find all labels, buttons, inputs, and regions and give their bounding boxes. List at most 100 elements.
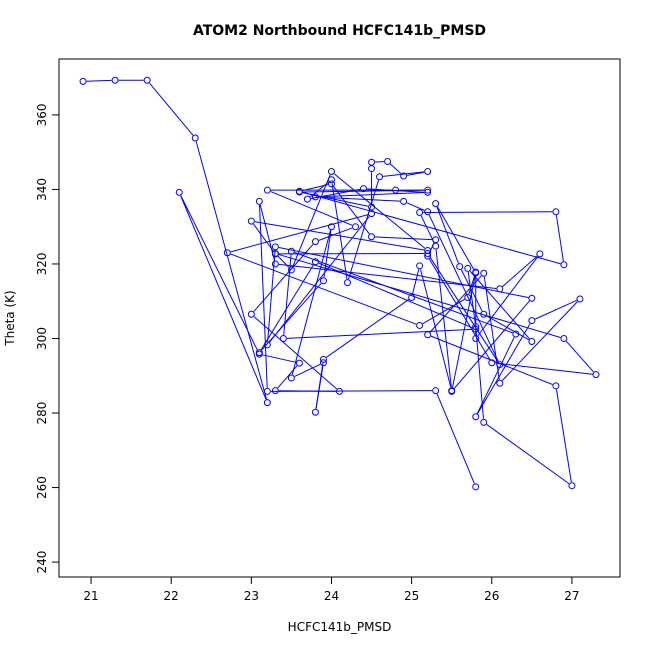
data-point: [263, 387, 271, 395]
data-point: [223, 249, 231, 257]
data-point: [336, 387, 343, 395]
data-point: [319, 277, 327, 285]
y-tick-label: 340: [35, 178, 49, 201]
data-point: [480, 269, 488, 277]
data-point: [271, 260, 279, 268]
series-segment: [476, 337, 515, 414]
data-point: [528, 317, 536, 325]
series-segment: [315, 366, 324, 409]
y-axis-label: Theta (K): [3, 290, 17, 346]
series-segment: [502, 255, 538, 287]
series-segment: [430, 335, 553, 385]
data-point: [528, 337, 536, 345]
data-point: [287, 266, 295, 274]
x-tick-label: 23: [244, 589, 259, 603]
series-segment: [475, 330, 484, 419]
series-segment: [278, 263, 497, 290]
series-segment: [149, 82, 194, 136]
data-point: [263, 399, 271, 407]
data-point: [175, 188, 183, 196]
series-segment: [318, 262, 473, 329]
series-segment: [555, 215, 564, 262]
series-segment: [468, 275, 476, 295]
data-point: [472, 323, 480, 331]
series-segment: [180, 195, 259, 352]
data-point: [592, 371, 600, 379]
series-segment: [495, 362, 593, 375]
data-point: [568, 482, 576, 490]
series-segment: [469, 270, 530, 340]
data-point: [247, 310, 255, 318]
series-segment: [423, 211, 553, 214]
data-point: [368, 233, 376, 241]
data-point: [287, 374, 295, 382]
data-point: [432, 387, 440, 395]
data-point: [368, 210, 376, 218]
data-point: [384, 157, 392, 165]
data-point: [472, 325, 480, 333]
data-point: [552, 208, 560, 216]
series-segment: [259, 204, 268, 388]
series-segment: [319, 192, 425, 198]
series-segment: [534, 300, 577, 320]
series-segment: [428, 214, 499, 362]
y-tick-label: 280: [35, 402, 49, 425]
x-axis: 21 22 23 24 25 26 27: [83, 577, 580, 603]
data-point: [271, 387, 279, 395]
data-point: [295, 187, 303, 195]
data-point: [424, 168, 432, 176]
series-segment: [477, 323, 531, 414]
series-segment: [195, 141, 267, 400]
data-point: [424, 331, 432, 339]
series-segment: [318, 227, 353, 241]
series-segment: [269, 216, 370, 343]
data-point: [368, 203, 376, 211]
data-point: [432, 200, 440, 208]
data-point: [311, 193, 319, 201]
series-segment: [254, 221, 425, 251]
series-segment: [333, 173, 426, 249]
y-tick-label: 300: [35, 327, 49, 350]
y-axis: 240 260 280 300 320 340 360: [35, 103, 59, 574]
series-segment: [302, 191, 561, 265]
series-segment: [180, 195, 267, 400]
data-point: [472, 268, 480, 276]
data-point: [560, 261, 568, 269]
data-point: [279, 334, 287, 342]
series-segment: [286, 328, 473, 339]
series-segment: [333, 186, 370, 235]
series-segment: [389, 163, 402, 174]
series-segment: [270, 191, 353, 226]
data-point: [271, 250, 279, 258]
x-tick-label: 25: [404, 589, 419, 603]
series-lines: [86, 79, 594, 485]
series-segment: [412, 269, 420, 295]
series-segment: [467, 271, 476, 324]
data-point: [255, 197, 263, 205]
series-segment: [486, 315, 529, 341]
data-point: [255, 349, 263, 357]
plot-frame: [58, 58, 621, 578]
series-segment: [406, 202, 425, 211]
data-point: [512, 330, 520, 338]
series-segment: [383, 171, 425, 177]
data-point: [432, 242, 440, 250]
data-point: [496, 285, 504, 293]
series-segment: [420, 269, 452, 388]
series-segment: [486, 424, 570, 485]
data-point: [344, 279, 352, 287]
data-point: [416, 321, 424, 329]
series-segment: [278, 247, 529, 299]
data-point: [536, 250, 544, 258]
y-tick-label: 240: [35, 551, 49, 574]
data-point: [448, 387, 456, 395]
data-point: [327, 168, 335, 176]
series-segment: [230, 214, 369, 253]
data-point: [311, 238, 319, 246]
series-segment: [420, 215, 435, 244]
series-segment: [283, 254, 292, 335]
data-point: [424, 208, 432, 216]
data-point: [79, 77, 87, 85]
series-segment: [375, 236, 433, 241]
